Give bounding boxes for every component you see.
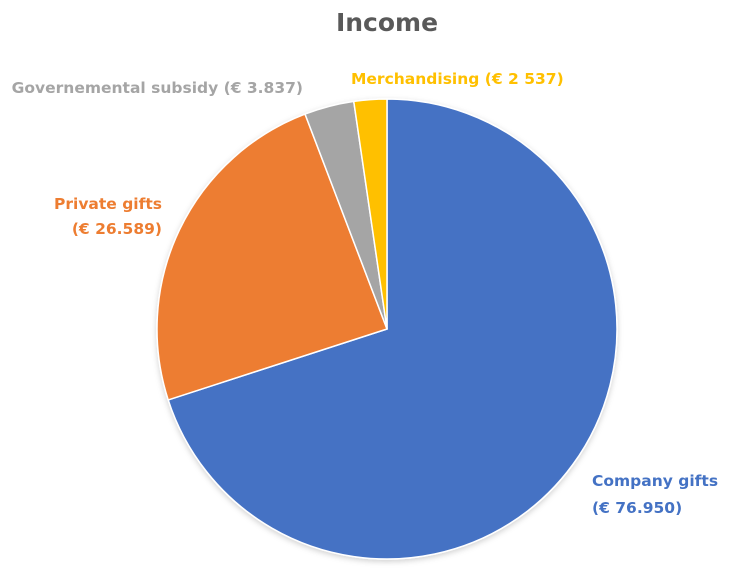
pie-slice-company-gifts [167,98,618,560]
chart-title: Income [336,8,438,37]
slice-label-merchandising: Merchandising (€ 2 537) [351,70,564,88]
pie-slice-private-gifts [156,113,388,401]
pie-slice-merchandising [353,98,388,330]
slice-label-value: (€ 26.589) [72,220,162,238]
slice-labels: Company gifts (€ 76.950) Private gifts (€ 2… [12,70,718,517]
slice-label-value: (€ 76.950) [592,499,682,517]
slice-label-private-gifts: Private gifts (€ 26.589) [54,195,162,238]
slice-label-governemental-subsidy: Governemental subsidy (€ 3.837) [12,79,303,97]
slice-label-company-gifts: Company gifts (€ 76.950) [592,472,718,517]
pie-slices [156,98,618,560]
slice-label-category: Company gifts [592,472,718,490]
slice-label-category: Private gifts [54,195,162,213]
